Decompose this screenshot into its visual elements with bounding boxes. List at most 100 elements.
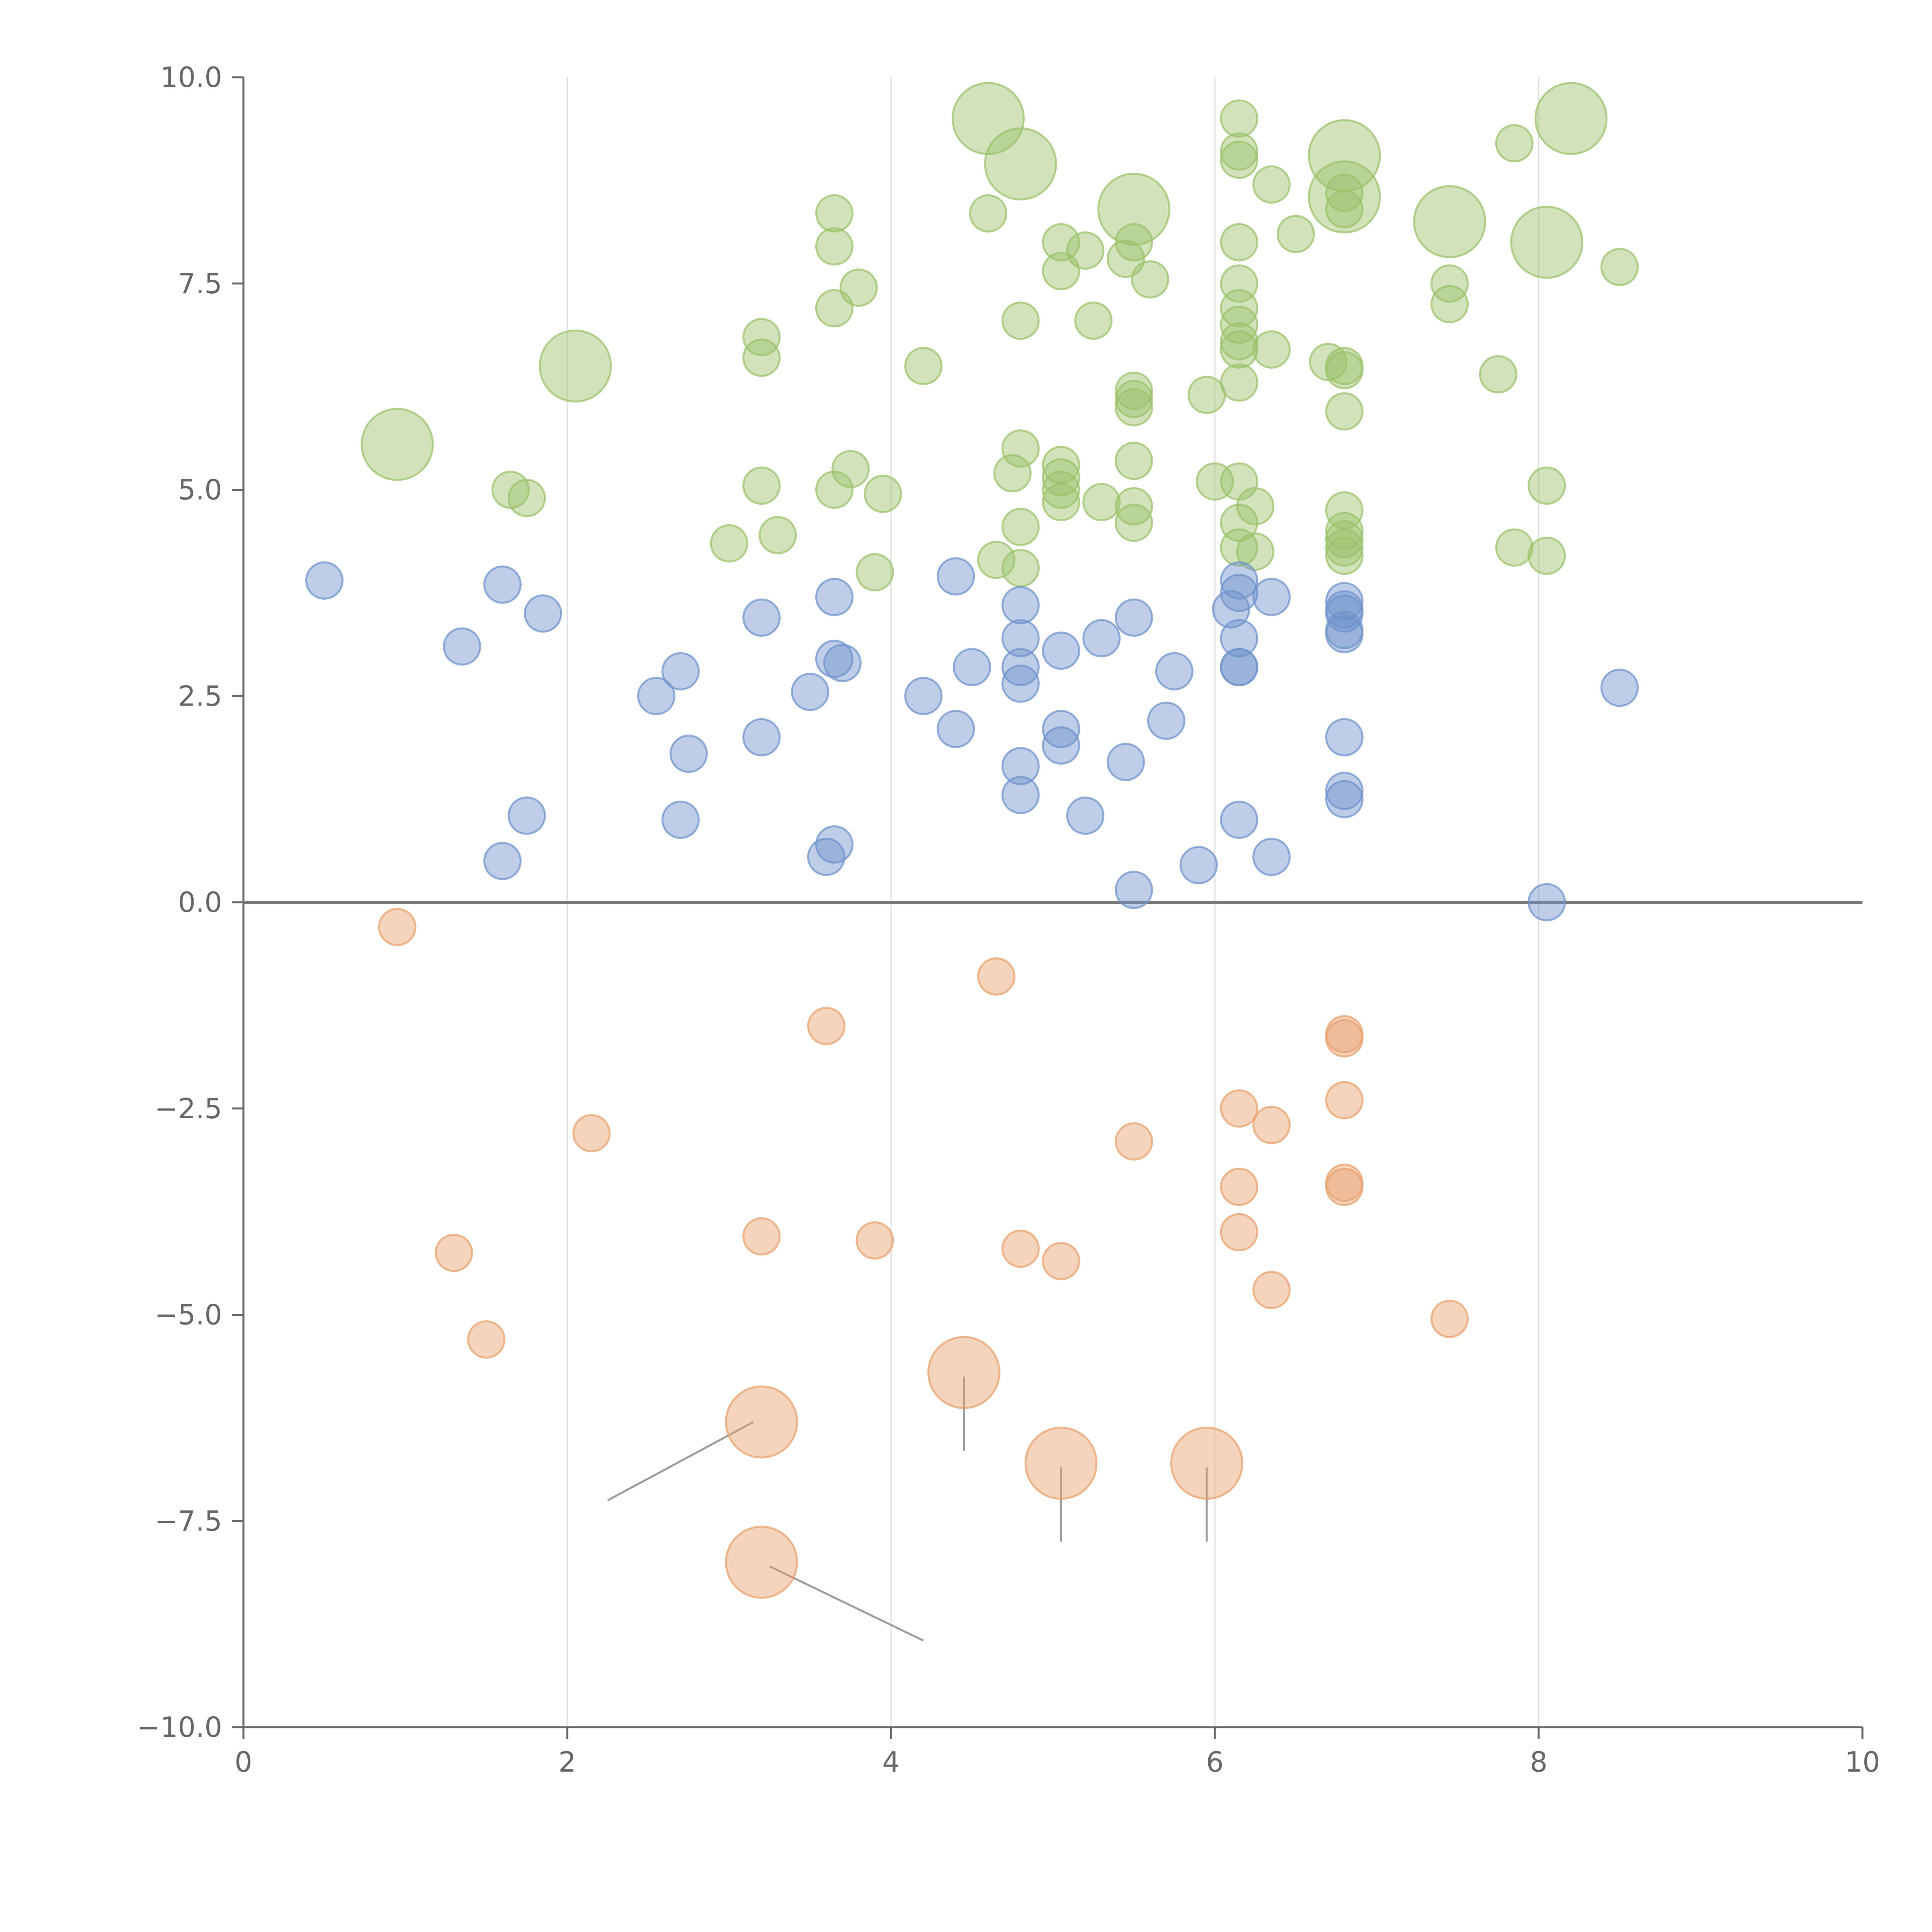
data-point-high [815,194,854,233]
data-point-mid [669,735,708,773]
data-point-mid [524,594,562,633]
data-point-mid [1115,598,1153,637]
data-point-mid [937,710,975,748]
data-point-mid [1001,586,1040,624]
x-tick-label: 4 [882,1746,900,1778]
y-tick-label: −5.0 [155,1299,222,1331]
y-tick-label: 5.0 [178,474,222,506]
data-point-large-high [984,127,1057,201]
y-tick-label: 2.5 [178,680,222,712]
data-point-high [1220,363,1259,402]
data-point-mid [953,648,991,687]
data-point-large-high [1510,206,1583,279]
data-point-low [1220,1168,1259,1206]
point-layer [305,82,1639,1599]
data-point-large-low [1170,1427,1243,1500]
data-point-large-low [725,1385,798,1459]
data-point-mid [1220,801,1259,839]
data-point-low [378,908,417,946]
data-point-high [815,289,854,328]
data-point-high [1115,388,1153,427]
data-point-mid [1325,772,1364,810]
data-point-high [1042,483,1080,522]
data-point-large-high [1413,185,1486,259]
axis-layer [232,76,1864,1739]
y-tick-label: 7.5 [178,267,222,300]
data-point-low [1220,1213,1259,1252]
data-point-large-high [1097,173,1170,246]
data-point-low [1252,1270,1291,1309]
data-point-mid [661,801,700,839]
data-point-mid [1115,871,1153,909]
data-point-large-high [539,329,612,403]
data-point-high [1325,520,1364,559]
data-point-high [1479,355,1517,394]
tick-label-layer: 10.0 7.5 5.0 2.5 0.0 −2.5 −5.0 −7.5 −10.0 0 2 4 6 8 10 [137,61,1880,1778]
data-point-high [1325,528,1364,567]
data-point-low [1001,1230,1040,1268]
data-point-mid [742,718,781,757]
data-point-mid [1042,726,1080,765]
data-point-high [1115,503,1153,542]
data-point-large-low [1024,1427,1098,1500]
data-point-mid [1325,615,1364,653]
data-point-high [904,347,943,385]
data-point-mid [1252,578,1291,616]
data-point-high [1600,248,1639,286]
data-point-high [1325,173,1364,212]
data-point-large-high [1308,160,1381,234]
data-point-high [1220,132,1259,171]
data-point-high [1527,536,1566,575]
x-tick-label: 2 [558,1746,576,1778]
data-point-mid [815,578,854,616]
data-point-large-high [361,408,434,481]
data-point-mid [1001,664,1040,703]
leader-line [769,1565,924,1642]
data-point-high [1115,487,1153,526]
data-point-mid [1107,743,1145,781]
data-point-high [1074,301,1113,340]
data-point-high [759,516,797,554]
data-point-high [969,194,1007,233]
data-point-mid [1252,838,1291,876]
data-point-high [1220,322,1259,361]
data-point-low [1042,1242,1080,1281]
data-point-high [1042,223,1080,262]
data-point-low [977,957,1015,996]
data-point-mid [507,796,546,835]
data-point-mid [937,557,975,596]
data-point-mid [823,644,862,682]
data-point-high [1236,487,1275,526]
data-point-high [1236,532,1275,571]
data-point-large-high [951,82,1025,155]
y-tick-label: −10.0 [137,1711,222,1743]
data-point-high [507,479,546,517]
data-point-low [1430,1299,1469,1338]
data-point-low [742,1217,781,1256]
data-point-low [435,1233,473,1272]
data-point-high [1277,215,1315,253]
data-point-mid [443,627,481,666]
data-point-mid [483,842,522,880]
data-point-high [1001,301,1040,340]
data-point-mid [1220,561,1259,600]
data-point-mid [1527,883,1566,922]
data-point-high [864,474,902,513]
data-point-mid [1042,631,1080,670]
data-point-high [977,541,1015,579]
data-point-low [1325,1163,1364,1202]
data-point-high [1325,536,1364,575]
y-tick-label: −2.5 [155,1092,222,1125]
data-point-high [1115,442,1153,480]
y-tick-label: −7.5 [155,1505,222,1537]
data-point-high [1131,260,1169,299]
data-point-mid [904,677,943,715]
data-point-low [1220,1089,1259,1128]
data-point-high [1220,528,1259,567]
data-point-mid [1600,668,1639,707]
data-point-high [1220,289,1259,328]
data-point-high [815,227,854,266]
x-tick-label: 6 [1206,1746,1224,1778]
data-point-mid [637,677,675,715]
